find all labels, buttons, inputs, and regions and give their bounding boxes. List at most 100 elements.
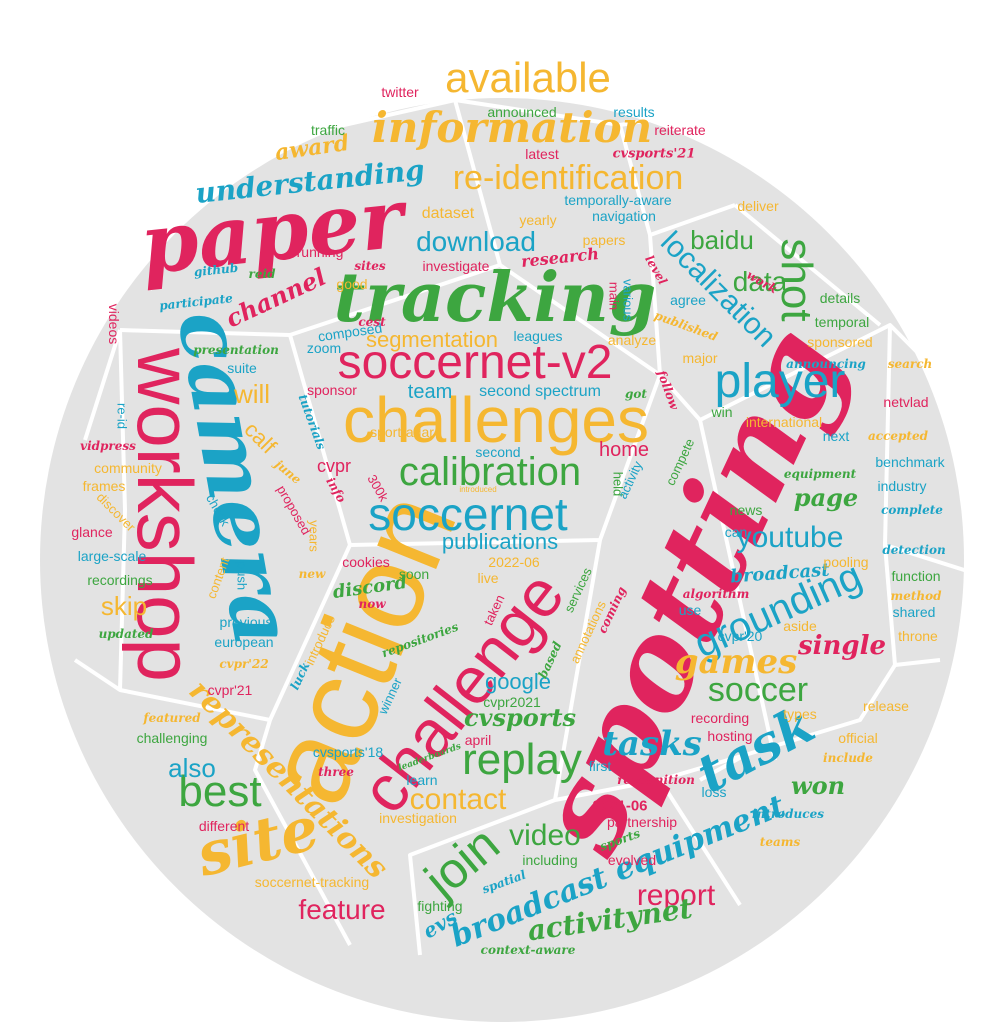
- word-traffic: traffic: [311, 122, 345, 138]
- word-major: major: [682, 350, 718, 366]
- word-introduces: introduces: [752, 807, 824, 821]
- word-re-identification: re-identification: [452, 159, 684, 197]
- word-introduced: introduced: [459, 485, 497, 494]
- word-different: different: [198, 818, 250, 834]
- word-report: report: [636, 879, 716, 912]
- word-suite: suite: [227, 360, 257, 376]
- word-information: information: [371, 103, 653, 152]
- word-use: use: [678, 602, 702, 618]
- word-best: best: [178, 767, 262, 816]
- word-cvpr20: cvpr'20: [717, 628, 763, 644]
- word-can: can: [724, 524, 748, 540]
- word-glance: glance: [71, 524, 113, 540]
- word-method: method: [890, 589, 942, 603]
- word-details: details: [819, 290, 861, 306]
- word-include: include: [823, 751, 873, 765]
- word-frames: frames: [82, 478, 126, 494]
- word-page: page: [793, 483, 859, 512]
- word-leagues: leagues: [513, 328, 563, 344]
- word-download: download: [416, 226, 536, 257]
- word-hosting: hosting: [707, 728, 753, 744]
- word-cvpr21: cvpr'21: [207, 682, 253, 698]
- word-partnership: partnership: [606, 814, 678, 830]
- word-temporal: temporal: [814, 314, 870, 330]
- word-single: single: [797, 631, 887, 661]
- word-2021-06: 2021-06: [592, 797, 648, 815]
- word-data: data: [732, 266, 788, 297]
- word-evolved: evolved: [607, 852, 657, 868]
- word-benchmark: benchmark: [875, 454, 945, 470]
- word-challenges: challenges: [343, 384, 649, 456]
- word-soccernet-v2: soccernet-v2: [337, 336, 613, 389]
- word-temporally-aware: temporally-aware: [564, 192, 672, 208]
- word-twitter: twitter: [381, 84, 419, 100]
- word-sponsored: sponsored: [807, 334, 873, 350]
- word-soccernet: soccernet: [368, 488, 568, 540]
- word-recordings: recordings: [87, 572, 153, 588]
- word-detection: detection: [882, 543, 946, 557]
- word-equipment: equipment: [783, 467, 857, 481]
- word-previous: previous: [219, 614, 273, 630]
- word-2022-06: 2022-06: [488, 554, 540, 570]
- word-baidu: baidu: [690, 225, 754, 255]
- word-international: international: [745, 414, 823, 430]
- word-cvsports18: cvsports'18: [312, 744, 384, 760]
- word-release: release: [863, 698, 909, 714]
- word-context-aware: context-aware: [480, 943, 576, 957]
- word-vidpress: vidpress: [80, 439, 136, 453]
- word-cvpr: cvpr: [316, 456, 352, 476]
- word-aside: aside: [783, 618, 817, 634]
- word-cvpr2021: cvpr2021: [483, 694, 541, 710]
- word-featured: featured: [143, 711, 201, 725]
- word-reid: reid: [248, 267, 276, 281]
- word-video: video: [509, 819, 581, 852]
- word-live: live: [477, 570, 499, 586]
- word-won: won: [790, 771, 846, 800]
- word-loss: loss: [701, 784, 727, 800]
- word-games: games: [674, 642, 798, 682]
- word-types: types: [783, 706, 817, 722]
- word-win: win: [711, 404, 733, 420]
- word-zoom: zoom: [306, 340, 342, 356]
- word-function: function: [891, 568, 941, 584]
- word-second-spectrum: second spectrum: [479, 383, 601, 400]
- word-news: news: [729, 502, 763, 518]
- word-learn: learn: [406, 772, 438, 788]
- word-including: including: [522, 852, 578, 868]
- word-three: three: [318, 765, 354, 779]
- word-follow: follow: [654, 368, 682, 412]
- word-announcing: announcing: [786, 357, 866, 371]
- word-next: next: [822, 428, 850, 444]
- word-soccer: soccer: [707, 671, 809, 709]
- word-april: april: [464, 732, 492, 748]
- word-skip: skip: [100, 591, 148, 621]
- word-large-scale: large-scale: [77, 548, 147, 564]
- word-team: team: [407, 381, 453, 403]
- word-analyze: analyze: [607, 332, 657, 348]
- central-panel-seam: [288, 263, 662, 547]
- word-recognition: recognition: [617, 773, 695, 787]
- word-new: new: [298, 567, 326, 581]
- word-info: info: [323, 475, 349, 505]
- word-will: will: [233, 379, 271, 409]
- word-european: european: [214, 634, 274, 650]
- word-got: got: [625, 387, 647, 401]
- word-google: google: [484, 669, 552, 694]
- word-yearly: yearly: [519, 212, 557, 228]
- word-services: services: [561, 565, 595, 615]
- word-player: player: [714, 355, 846, 408]
- word-sites: sites: [354, 259, 386, 273]
- word-first: first: [588, 758, 612, 774]
- word-tracking: tracking: [333, 258, 657, 338]
- word-latest: latest: [525, 146, 559, 162]
- word-re-id: re-id: [114, 402, 130, 430]
- word-feature: feature: [298, 894, 386, 925]
- word-industry: industry: [877, 478, 927, 494]
- word-main: main: [606, 281, 622, 311]
- word-investigation: investigation: [379, 810, 457, 826]
- word-agree: agree: [670, 292, 706, 308]
- word-various: various: [620, 279, 636, 321]
- word-presentation: presentation: [193, 343, 279, 357]
